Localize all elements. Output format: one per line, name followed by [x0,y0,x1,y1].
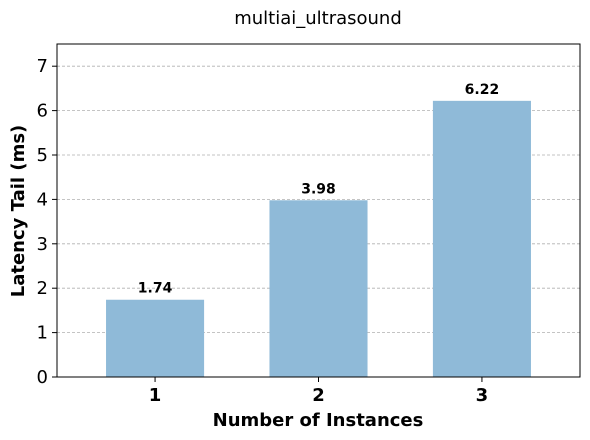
x-tick-label-2: 2 [312,385,325,406]
y-tick-label-6: 6 [37,101,48,122]
data-label-1: 1.74 [138,281,173,297]
y-axis: 0 1 2 3 4 5 6 7 [37,56,57,388]
value-labels: 1.74 3.98 6.22 [138,82,499,297]
bars [106,100,531,377]
bar-2 [269,200,368,377]
y-tick-label-7: 7 [37,56,48,77]
y-tick-label-0: 0 [37,367,48,388]
y-tick-label-1: 1 [37,323,48,344]
bar-1 [106,299,205,377]
data-label-3: 6.22 [465,82,500,98]
x-axis: 1 2 3 [149,377,488,406]
chart-title: multiai_ultrasound [234,8,402,29]
data-label-2: 3.98 [301,181,336,197]
bar-3 [432,100,531,377]
y-tick-label-2: 2 [37,278,48,299]
x-tick-label-1: 1 [149,385,162,406]
y-tick-label-4: 4 [37,189,48,210]
y-tick-label-3: 3 [37,234,48,255]
x-tick-label-3: 3 [476,385,489,406]
y-tick-label-5: 5 [37,145,48,166]
y-axis-label: Latency Tail (ms) [8,125,29,298]
x-axis-label: Number of Instances [213,410,424,431]
